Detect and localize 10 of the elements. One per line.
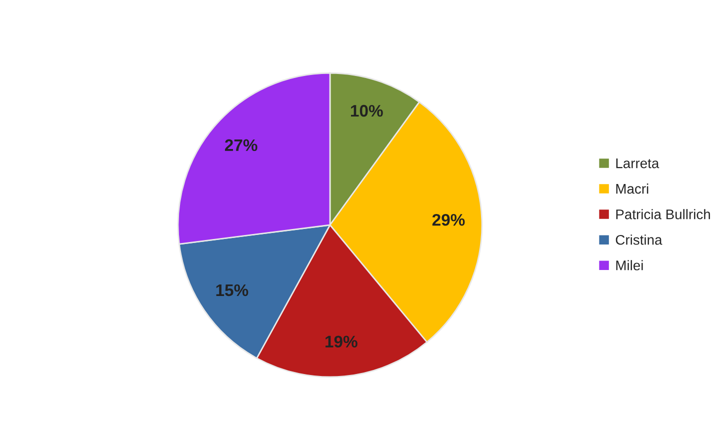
data-label: 29% <box>432 214 465 226</box>
data-label: 27% <box>224 139 258 152</box>
data-label: 15% <box>216 284 248 296</box>
legend-label: Macri <box>616 184 648 194</box>
data-label: 19% <box>326 336 358 348</box>
legend-label: Cristina <box>616 234 662 245</box>
legend-label: Patricia Bullrich <box>616 209 710 220</box>
legend-label: Larreta <box>616 158 660 168</box>
data-label: 10% <box>351 104 383 117</box>
legend-label: Milei <box>616 260 643 270</box>
